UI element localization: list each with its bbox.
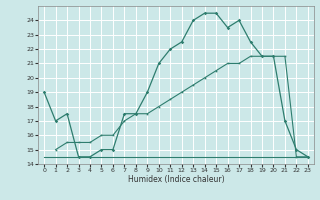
X-axis label: Humidex (Indice chaleur): Humidex (Indice chaleur): [128, 175, 224, 184]
